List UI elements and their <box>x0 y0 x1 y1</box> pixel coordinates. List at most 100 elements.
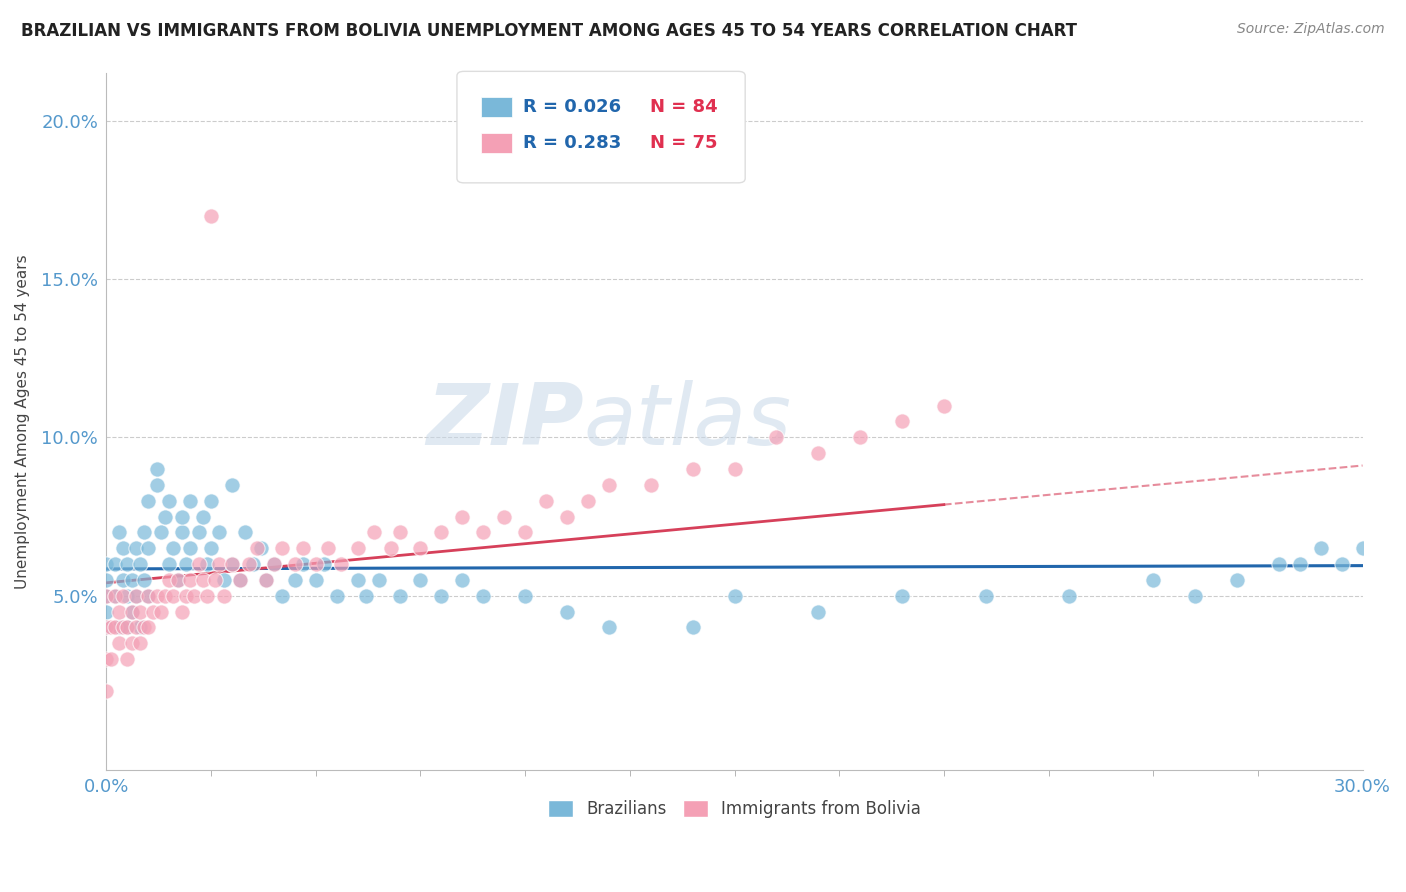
Point <box>174 557 197 571</box>
Point <box>284 573 307 587</box>
Point <box>162 589 184 603</box>
Point <box>388 525 411 540</box>
Point <box>932 399 955 413</box>
Point <box>354 589 377 603</box>
Point <box>242 557 264 571</box>
Point <box>104 589 127 603</box>
Point <box>153 509 176 524</box>
Point <box>200 493 222 508</box>
Point <box>162 541 184 556</box>
Point <box>117 620 139 634</box>
Point <box>141 605 163 619</box>
Point <box>108 636 131 650</box>
Point <box>195 589 218 603</box>
Point <box>149 605 172 619</box>
Point <box>153 589 176 603</box>
Point <box>125 620 148 634</box>
Point <box>409 573 432 587</box>
Point <box>271 541 294 556</box>
Point <box>555 509 578 524</box>
Point <box>212 573 235 587</box>
Point <box>238 557 260 571</box>
Point <box>472 525 495 540</box>
Point <box>117 589 139 603</box>
Point <box>723 589 745 603</box>
Point <box>136 620 159 634</box>
Point <box>100 652 122 666</box>
Point <box>849 430 872 444</box>
Point <box>1184 589 1206 603</box>
Point <box>598 620 620 634</box>
Point <box>534 493 557 508</box>
Point <box>100 620 122 634</box>
Point <box>515 525 537 540</box>
Point <box>472 589 495 603</box>
Point <box>212 589 235 603</box>
Point <box>515 589 537 603</box>
Point <box>166 573 188 587</box>
Point <box>329 557 352 571</box>
Point <box>430 525 453 540</box>
Point <box>807 446 830 460</box>
Point <box>246 541 269 556</box>
Point <box>96 605 118 619</box>
Point <box>145 478 167 492</box>
Point <box>179 573 201 587</box>
Text: atlas: atlas <box>583 380 792 463</box>
Point <box>195 557 218 571</box>
Point <box>96 557 118 571</box>
Point <box>108 605 131 619</box>
Text: Source: ZipAtlas.com: Source: ZipAtlas.com <box>1237 22 1385 37</box>
Point <box>891 589 914 603</box>
Point <box>430 589 453 603</box>
Point <box>451 509 474 524</box>
Point <box>112 620 135 634</box>
Point <box>367 573 389 587</box>
Point <box>208 525 231 540</box>
Point <box>96 620 118 634</box>
Point <box>409 541 432 556</box>
Point <box>363 525 385 540</box>
Point <box>346 541 368 556</box>
Point <box>314 557 336 571</box>
Point <box>284 557 307 571</box>
Point <box>229 573 252 587</box>
Point <box>112 573 135 587</box>
Point <box>254 573 277 587</box>
Point <box>136 493 159 508</box>
Point <box>136 541 159 556</box>
Point <box>271 589 294 603</box>
Point <box>134 525 156 540</box>
Y-axis label: Unemployment Among Ages 45 to 54 years: Unemployment Among Ages 45 to 54 years <box>15 254 30 589</box>
Point <box>208 557 231 571</box>
Text: N = 75: N = 75 <box>650 134 717 152</box>
Point <box>134 620 156 634</box>
Point <box>117 557 139 571</box>
Text: N = 84: N = 84 <box>650 98 717 116</box>
Point <box>576 493 599 508</box>
Point <box>117 652 139 666</box>
Point <box>305 557 328 571</box>
Point <box>174 589 197 603</box>
Point <box>200 209 222 223</box>
Point <box>157 493 180 508</box>
Point <box>96 589 118 603</box>
Point <box>640 478 662 492</box>
Point <box>129 636 152 650</box>
Point <box>1059 589 1081 603</box>
Point <box>380 541 402 556</box>
Point <box>125 589 148 603</box>
Point <box>1226 573 1249 587</box>
Point <box>221 557 243 571</box>
Point <box>1288 557 1310 571</box>
Point <box>136 589 159 603</box>
Point <box>166 573 188 587</box>
Point <box>221 557 243 571</box>
Point <box>183 589 205 603</box>
Point <box>112 589 135 603</box>
Point <box>125 541 148 556</box>
Text: BRAZILIAN VS IMMIGRANTS FROM BOLIVIA UNEMPLOYMENT AMONG AGES 45 TO 54 YEARS CORR: BRAZILIAN VS IMMIGRANTS FROM BOLIVIA UNE… <box>21 22 1077 40</box>
Point <box>117 620 139 634</box>
Point <box>555 605 578 619</box>
Point <box>112 541 135 556</box>
